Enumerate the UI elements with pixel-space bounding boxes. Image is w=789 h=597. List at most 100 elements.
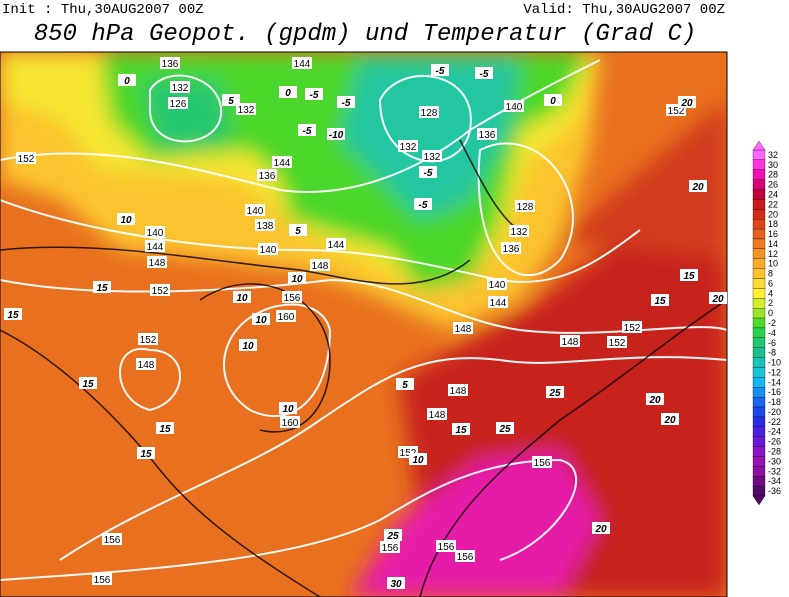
colorbar-label: -6: [768, 338, 776, 348]
map-frame: [0, 51, 728, 597]
colorbar-label: 28: [768, 170, 778, 180]
colorbar-swatch: [752, 308, 766, 319]
temperature-label: 0: [124, 76, 130, 87]
temperature-label: -5: [342, 98, 351, 109]
geopotential-label: 156: [457, 552, 474, 563]
colorbar-label: 2: [768, 298, 773, 308]
colorbar-label: 16: [768, 229, 778, 239]
colorbar-label: 8: [768, 269, 773, 279]
temperature-label-box: [305, 88, 323, 100]
geopotential-label-box: [436, 540, 456, 552]
temperature-label-box: [4, 308, 22, 320]
temperature-label-box: [79, 377, 97, 389]
geopotential-label-box: [422, 150, 442, 162]
temperature-label: 10: [236, 293, 248, 304]
temperature-label-box: [288, 272, 306, 284]
geopotential-label-box: [258, 243, 278, 255]
geopotential-label: 136: [162, 59, 179, 70]
colorbar-swatch: [752, 278, 766, 289]
colorbar-swatch: [752, 357, 766, 368]
colorbar-label: -10: [768, 358, 781, 368]
valid-time: Valid: Thu,30AUG2007 00Z: [523, 2, 725, 18]
colorbar-label: -18: [768, 397, 781, 407]
geopotential-label-box: [380, 541, 400, 553]
temperature-label-box: [233, 291, 251, 303]
geopotential-label: 144: [147, 242, 164, 253]
geopotential-label-box: [607, 336, 627, 348]
geopotential-label-box: [16, 152, 36, 164]
temperature-label: -5: [419, 200, 428, 211]
map-title: 850 hPa Geopot. (gpdm) und Temperatur (G…: [34, 21, 697, 48]
temperature-label: -10: [329, 130, 344, 141]
temperature-label-box: [327, 128, 345, 140]
temperature-label-box: [709, 292, 727, 304]
geopotential-label-box: [427, 408, 447, 420]
colorbar-swatch: [752, 169, 766, 180]
temperature-label: 25: [548, 388, 561, 399]
temperature-label-box: [678, 96, 696, 108]
temperature-label: -5: [424, 168, 433, 179]
contour-labels: 136 132 126 132 136 140 138 140 144 148 152 156 160 1…: [4, 57, 727, 590]
temperature-label-box: [117, 213, 135, 225]
geopotential-label: 156: [94, 575, 111, 586]
geopotential-label-box: [150, 284, 170, 296]
temperature-label: 25: [498, 424, 511, 435]
temperature-label-box: [661, 413, 679, 425]
colorbar-label: 12: [768, 249, 778, 259]
temperature-label-box: [409, 453, 427, 465]
geopotential-label-box: [160, 57, 180, 69]
temperature-label: 5: [402, 380, 408, 391]
geopotential-label: 138: [257, 221, 274, 232]
colorbar-label: 10: [768, 259, 778, 269]
colorbar-label: -28: [768, 447, 781, 457]
geopotential-label: 160: [282, 418, 299, 429]
colorbar-label: 20: [768, 209, 778, 219]
temperature-label: 15: [82, 379, 94, 390]
geopotential-label-box: [136, 358, 156, 370]
geopotential-label-box: [453, 322, 473, 334]
colorbar-swatch: [752, 248, 766, 259]
geopotential-label: 140: [247, 206, 264, 217]
geopotential-label-box: [504, 100, 524, 112]
temperature-label: 10: [242, 341, 254, 352]
geopotential-label: 144: [274, 158, 291, 169]
colorbar-swatch: [752, 456, 766, 467]
temperature-label-box: [431, 64, 449, 76]
geopotential-label-box: [92, 573, 112, 585]
temperature-label-box: [387, 577, 405, 589]
geopotential-label: 132: [172, 83, 189, 94]
geopotential-label: 152: [668, 106, 685, 117]
geopotential-label: 156: [438, 542, 455, 553]
geopotential-label: 156: [104, 535, 121, 546]
colorbar-label: -14: [768, 377, 781, 387]
geopotential-label: 128: [421, 108, 438, 119]
geopotential-label: 156: [382, 543, 399, 554]
geopotential-label: 126: [170, 99, 187, 110]
colorbar-label: -16: [768, 387, 781, 397]
geopotential-label: 152: [152, 286, 169, 297]
colorbar-label: -24: [768, 427, 781, 437]
geopotential-label-box: [622, 321, 642, 333]
colorbar-label: -34: [768, 476, 781, 486]
temperature-label-box: [419, 166, 437, 178]
colorbar-swatch: [752, 367, 766, 378]
colorbar-swatch: [752, 238, 766, 250]
temperature-label-box: [646, 393, 664, 405]
temperature-label: 10: [255, 315, 267, 326]
temperature-label: 10: [120, 215, 132, 226]
geopotential-label: 156: [284, 293, 301, 304]
geopotential-label-box: [257, 169, 277, 181]
temperature-label: 5: [228, 96, 234, 107]
temperature-label: 15: [683, 271, 695, 282]
geopotential-label: 148: [429, 410, 446, 421]
temperature-label-box: [93, 281, 111, 293]
geopotential-label: 136: [259, 171, 276, 182]
temperature-label-box: [137, 447, 155, 459]
temperature-label-box: [298, 124, 316, 136]
colorbar-arrow-bottom: [752, 495, 766, 506]
temperature-label-box: [239, 339, 257, 351]
temperature-label: 15: [159, 424, 171, 435]
colorbar-label: -20: [768, 407, 781, 417]
geopotential-label-box: [398, 140, 418, 152]
